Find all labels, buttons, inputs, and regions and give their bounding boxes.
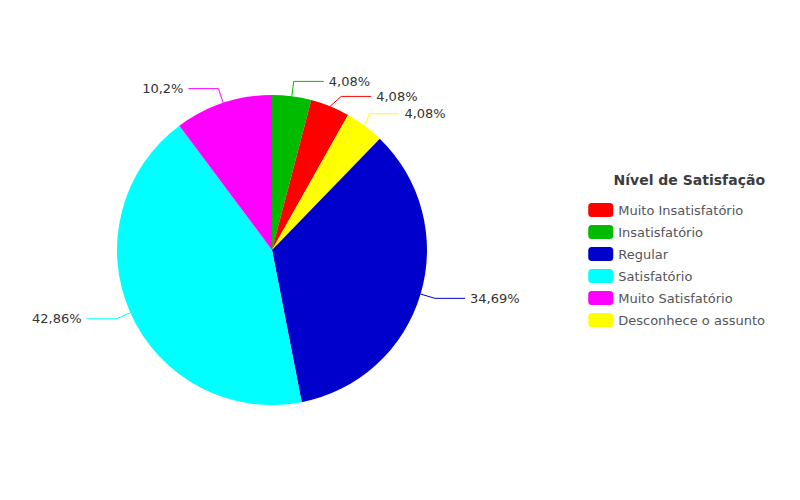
svg-text:Muito Insatisfatório: Muito Insatisfatório (618, 203, 743, 218)
svg-text:Nível de Satisfação: Nível de Satisfação (614, 172, 766, 188)
svg-text:Insatisfatório: Insatisfatório (618, 225, 703, 240)
svg-text:Muito Satisfatório: Muito Satisfatório (618, 291, 733, 306)
svg-text:4,08%: 4,08% (376, 89, 417, 104)
svg-text:4,08%: 4,08% (329, 74, 370, 89)
svg-text:4,08%: 4,08% (404, 106, 445, 121)
svg-text:Desconhece o assunto: Desconhece o assunto (618, 313, 765, 328)
svg-text:34,69%: 34,69% (470, 291, 520, 306)
svg-text:10,2%: 10,2% (142, 81, 183, 96)
svg-text:Satisfatório: Satisfatório (618, 269, 692, 284)
svg-text:42,86%: 42,86% (32, 311, 82, 326)
svg-text:Regular: Regular (618, 247, 669, 262)
